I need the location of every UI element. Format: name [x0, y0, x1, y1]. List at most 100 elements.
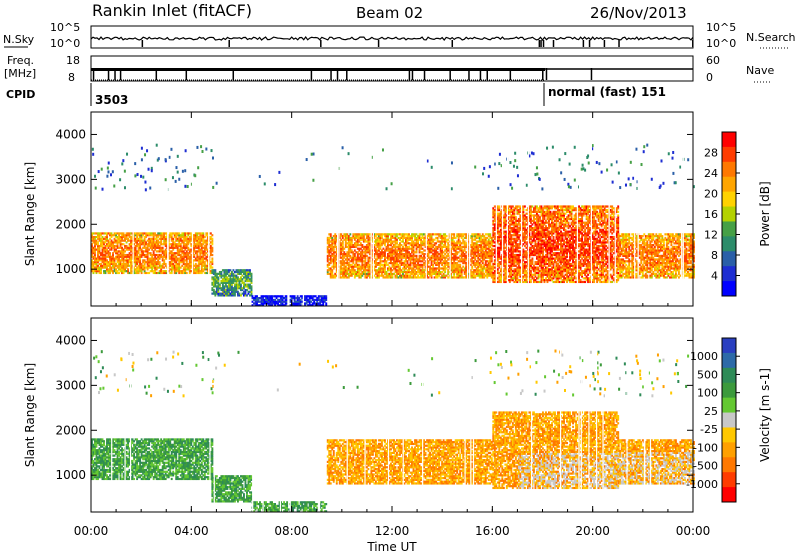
power-cell: [116, 246, 119, 249]
power-cell: [412, 235, 415, 238]
power-cell: [492, 230, 495, 233]
power-cell: [361, 267, 364, 270]
power-cell: [498, 230, 501, 233]
power-cell: [113, 237, 116, 240]
power-cell: [444, 235, 447, 238]
power-cell: [498, 250, 501, 253]
power-cell: [133, 268, 136, 271]
power-cell: [91, 264, 93, 267]
power-cell: [182, 241, 185, 244]
power-cell: [471, 247, 474, 250]
power-cell: [196, 235, 199, 239]
power-cell: [435, 236, 438, 240]
power-cell: [157, 246, 160, 249]
power-cell: [205, 252, 208, 255]
power-cell: [211, 269, 214, 272]
power-cell: [112, 253, 114, 257]
power-cell: [361, 272, 364, 275]
power-cell: [454, 244, 457, 247]
power-cell: [358, 272, 361, 275]
power-cell: [134, 252, 137, 255]
power-cell: [206, 271, 209, 275]
power-cell: [152, 244, 155, 248]
power-cell: [439, 251, 442, 254]
power-cell: [385, 276, 388, 279]
power-cell: [181, 232, 184, 235]
power-cell: [358, 274, 361, 277]
power-cell: [130, 266, 133, 269]
power-cell: [224, 278, 227, 281]
power-cell: [98, 246, 101, 249]
power-cell: [175, 255, 178, 258]
power-cell: [172, 253, 175, 257]
power-cell: [498, 277, 501, 280]
power-cell: [337, 256, 340, 259]
power-cell: [457, 240, 460, 243]
power-cell: [328, 261, 331, 265]
power-cell: [367, 267, 370, 270]
power-cell: [215, 278, 218, 281]
power-cell: [519, 217, 522, 221]
power-cell: [403, 253, 406, 256]
power-cell: [338, 245, 341, 249]
power-cell: [433, 254, 436, 258]
power-cell: [215, 281, 218, 284]
power-cell: [379, 256, 382, 259]
power-cell: [513, 223, 516, 226]
power-cell: [508, 264, 511, 267]
power-cell: [516, 271, 519, 275]
power-cell: [154, 253, 157, 257]
power-cell: [331, 253, 334, 256]
power-cell: [119, 232, 122, 235]
power-cell: [483, 236, 486, 240]
power-cell: [513, 270, 516, 273]
power-cell: [181, 271, 184, 275]
power-cell: [463, 272, 466, 275]
power-cell: [421, 270, 424, 274]
power-cell: [160, 239, 163, 242]
power-cell: [223, 276, 226, 279]
power-cell: [163, 270, 166, 273]
power-cell: [172, 239, 175, 242]
power-cell: [516, 262, 519, 266]
power-cell: [346, 260, 349, 263]
power-cell: [221, 292, 224, 295]
power-cell: [394, 249, 397, 252]
power-cell: [415, 245, 418, 249]
power-cell: [427, 276, 430, 279]
power-cell: [454, 256, 457, 259]
power-cell: [383, 272, 386, 275]
power-cell: [453, 235, 456, 238]
power-cell: [523, 266, 526, 269]
power-cell: [140, 264, 143, 267]
power-cell: [386, 244, 389, 247]
power-cell: [197, 271, 200, 275]
power-cell: [103, 250, 105, 253]
power-cell: [173, 264, 176, 267]
power-cell: [142, 241, 145, 244]
power-cell: [391, 276, 394, 279]
power-cell: [433, 256, 436, 259]
power-cell: [112, 270, 114, 273]
power-cell: [211, 278, 214, 281]
power-cell: [417, 236, 419, 240]
power-cell: [402, 276, 404, 279]
power-cell: [160, 268, 163, 271]
power-cell: [257, 298, 260, 302]
power-cell: [182, 237, 185, 240]
power-cell: [221, 285, 224, 288]
power-cell: [353, 254, 356, 258]
power-cell: [214, 292, 217, 295]
power-cell: [480, 253, 483, 256]
power-cell: [244, 278, 247, 281]
power-cell: [161, 248, 164, 251]
power-cell: [403, 233, 406, 236]
power-cell: [442, 261, 445, 265]
power-cell: [326, 258, 329, 261]
power-cell: [382, 265, 385, 268]
power-cell: [396, 276, 398, 279]
power-cell: [329, 276, 332, 279]
power-cell: [220, 279, 223, 283]
power-cell: [471, 276, 474, 279]
power-cell: [97, 232, 99, 235]
